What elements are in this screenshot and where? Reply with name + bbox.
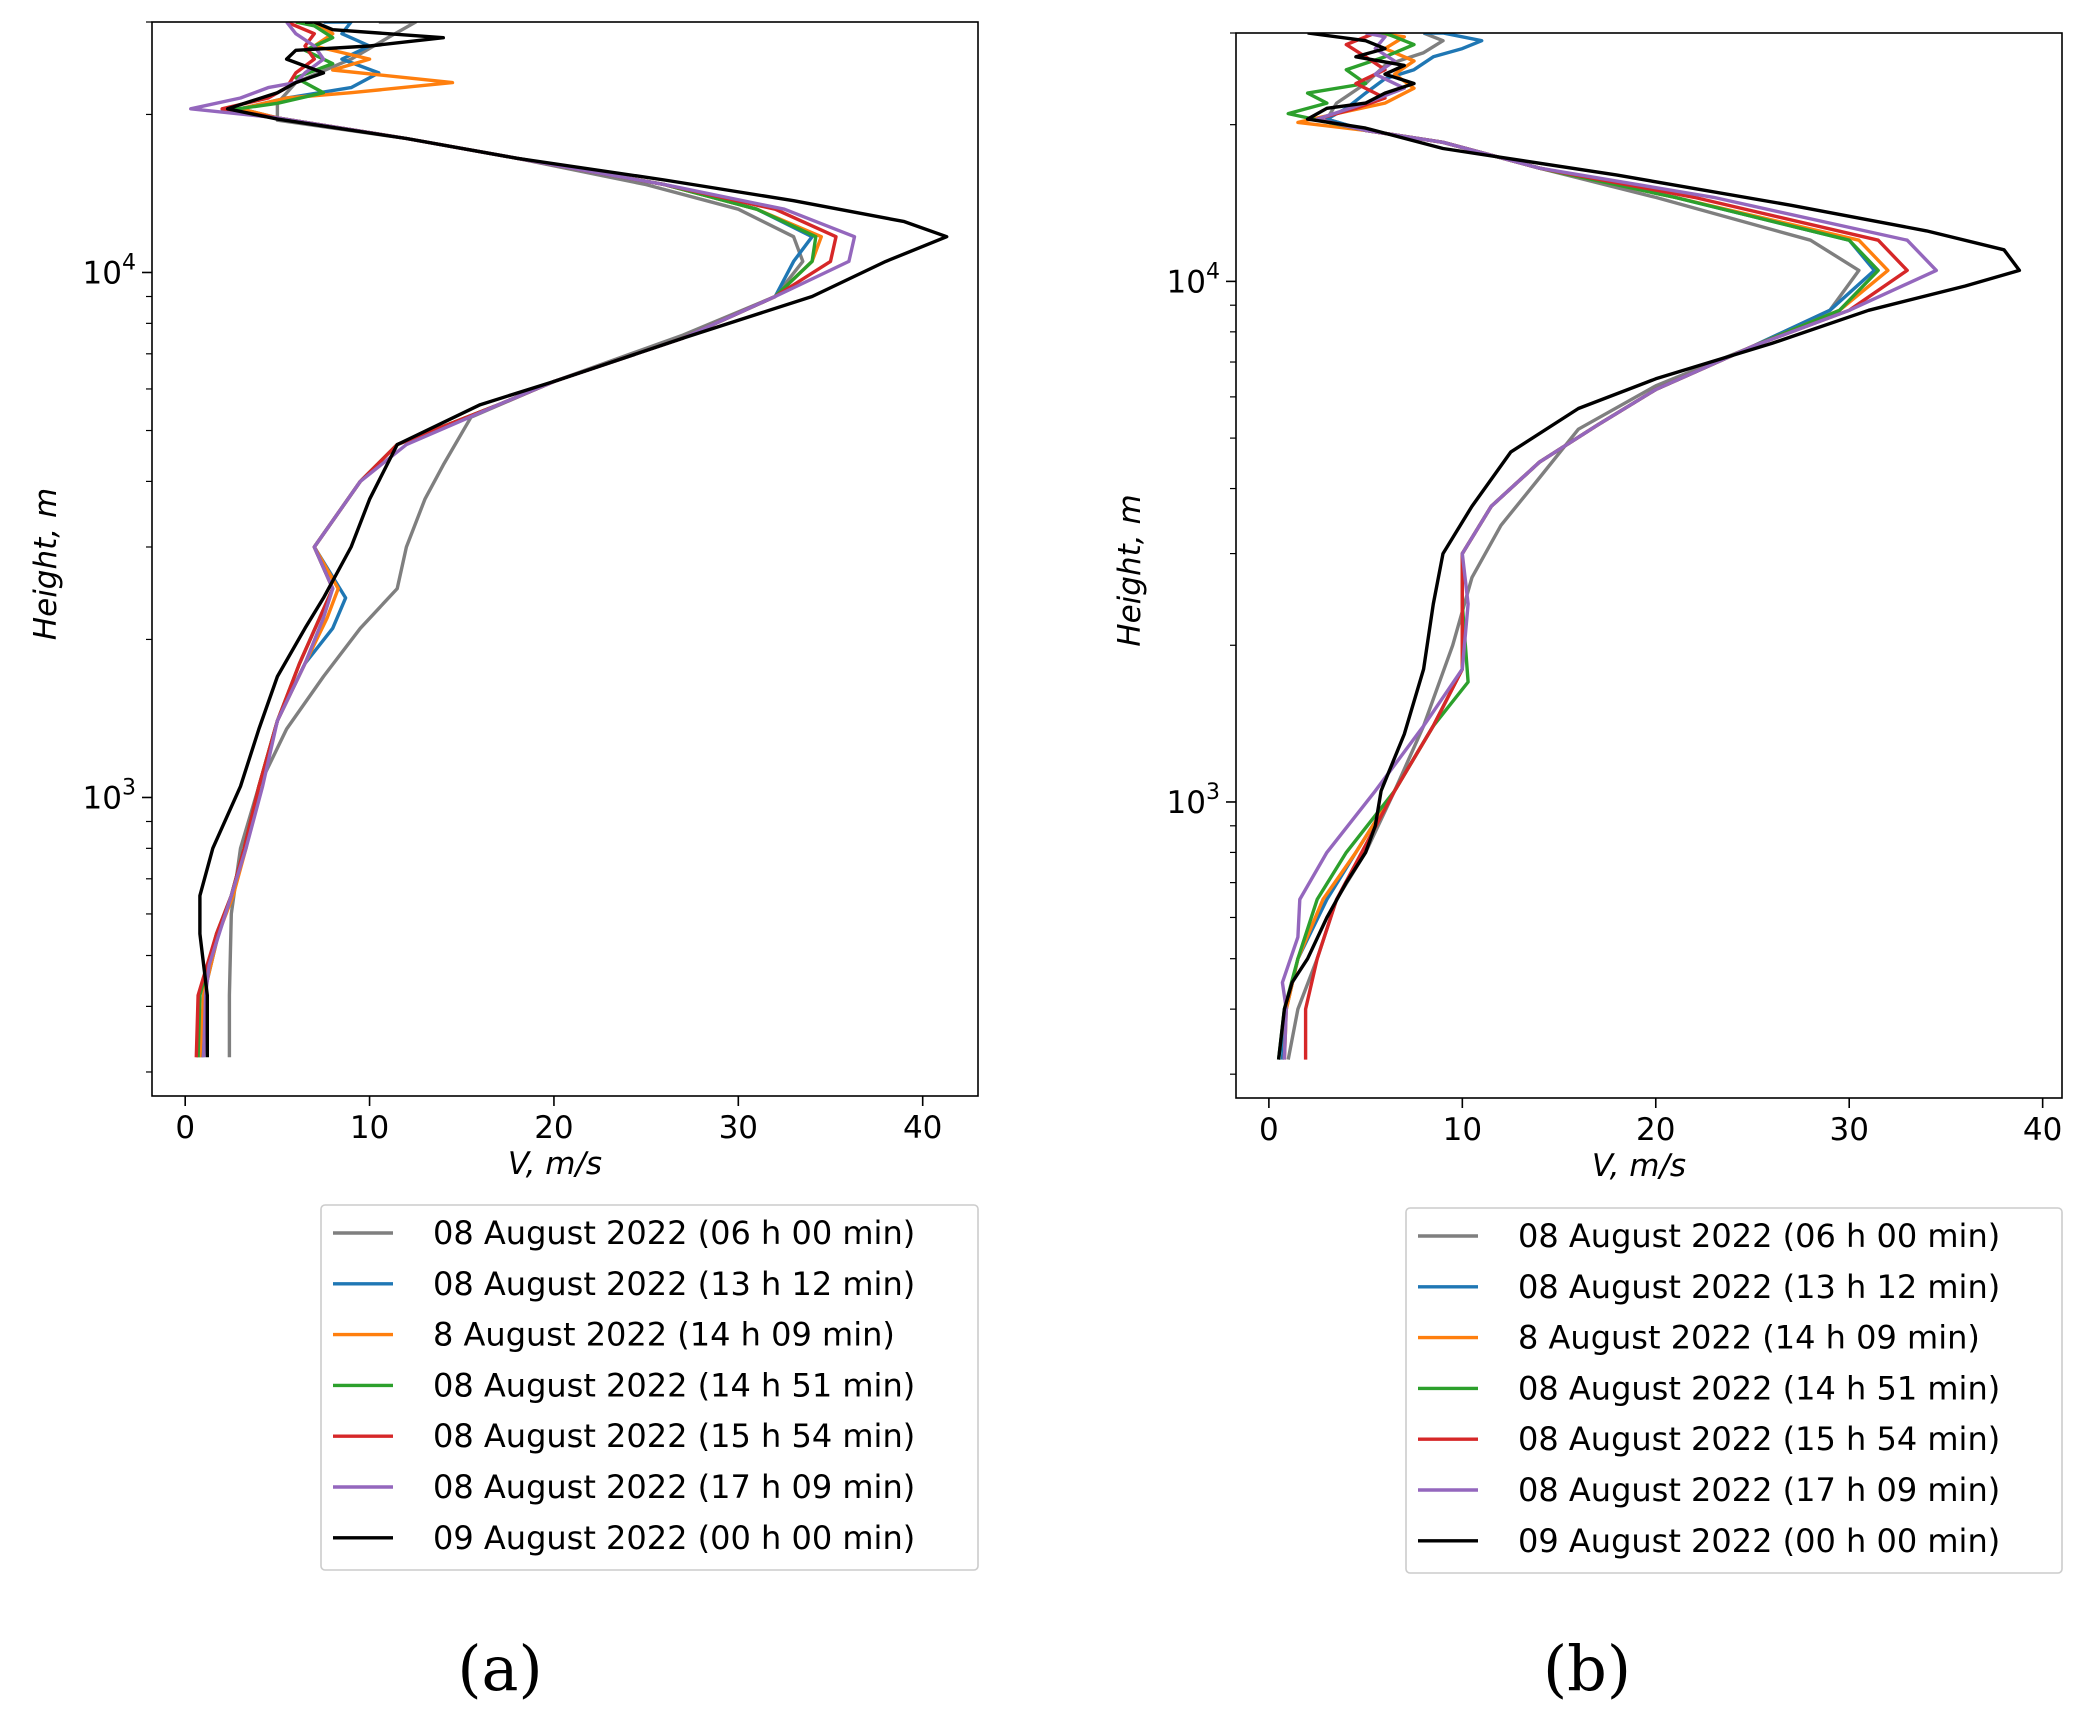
y-tick-label: 104 (1167, 259, 1220, 300)
axes-frame (1235, 32, 2063, 1099)
series-line (1280, 33, 1877, 1060)
panel-a: 0 10 20 30 40 103 104 V, m/s Height, m 08 Aug… (28, 21, 979, 1705)
x-tick-label: 0 (175, 1110, 195, 1146)
series-line (189, 22, 857, 1058)
legend-label: 08 August 2022 (14 h 51 min) (1518, 1369, 2000, 1407)
legend: 08 August 2022 (06 h 00 min) 08 August 20… (320, 1204, 979, 1571)
series-line (198, 22, 823, 1058)
plot-lines (189, 22, 949, 1058)
plot-lines (1276, 33, 2022, 1060)
x-tick-label: 20 (1636, 1112, 1675, 1148)
legend-box (320, 1204, 979, 1571)
legend-label: 08 August 2022 (13 h 12 min) (1518, 1268, 2000, 1306)
x-axis: 0 10 20 30 40 (1259, 1098, 2062, 1148)
x-tick-label: 0 (1259, 1112, 1279, 1148)
y-axis: 103 104 (1167, 32, 1236, 1075)
x-tick-label: 20 (534, 1110, 573, 1146)
series-line (198, 22, 949, 1058)
series-line (1282, 33, 1890, 1060)
series-line (1276, 33, 2022, 1060)
x-tick-label: 40 (903, 1110, 942, 1146)
y-tick-label: 103 (1167, 780, 1220, 821)
legend-label: 09 August 2022 (00 h 00 min) (433, 1519, 915, 1557)
x-tick-label: 30 (719, 1110, 758, 1146)
legend: 08 August 2022 (06 h 00 min) 08 August 20… (1405, 1207, 2063, 1574)
legend-label: 08 August 2022 (15 h 54 min) (1518, 1420, 2000, 1458)
series-line (196, 22, 818, 1058)
y-axis-label: Height, m (1112, 494, 1148, 646)
legend-label: 8 August 2022 (14 h 09 min) (1518, 1319, 1980, 1357)
x-tick-label: 30 (1829, 1112, 1868, 1148)
legend-label: 08 August 2022 (06 h 00 min) (1518, 1217, 2000, 1255)
legend-label: 08 August 2022 (13 h 12 min) (433, 1265, 915, 1303)
x-axis-label: V, m/s (1592, 1148, 1686, 1184)
legend-label: 08 August 2022 (14 h 51 min) (433, 1366, 915, 1404)
x-tick-label: 40 (2023, 1112, 2062, 1148)
y-axis-label: Height, m (28, 488, 64, 640)
x-tick-label: 10 (1443, 1112, 1482, 1148)
axes-frame (151, 21, 979, 1097)
x-tick-label: 10 (350, 1110, 389, 1146)
legend-label: 08 August 2022 (15 h 54 min) (433, 1417, 915, 1455)
y-tick-label: 104 (83, 250, 136, 291)
panel-b: 0 10 20 30 40 103 104 V, m/s Height, m 08 Aug… (1112, 32, 2063, 1705)
series-line (200, 22, 814, 1058)
legend-label: 08 August 2022 (17 h 09 min) (433, 1468, 915, 1506)
legend-label: 08 August 2022 (17 h 09 min) (1518, 1471, 2000, 1509)
panel-label: (b) (1543, 1632, 1631, 1705)
y-tick-label: 103 (83, 775, 136, 816)
legend-label: 09 August 2022 (00 h 00 min) (1518, 1522, 2000, 1560)
series-line (1276, 33, 1880, 1060)
legend-label: 08 August 2022 (06 h 00 min) (433, 1214, 915, 1252)
x-axis-label: V, m/s (508, 1146, 602, 1182)
series-line (1303, 33, 1909, 1060)
series-line (1286, 33, 1861, 1060)
series-line (227, 22, 805, 1058)
panel-label: (a) (457, 1632, 542, 1705)
y-axis: 103 104 (83, 21, 152, 1073)
x-axis: 0 10 20 30 40 (175, 1096, 942, 1146)
series-line (194, 22, 838, 1058)
legend-box (1405, 1207, 2063, 1574)
legend-label: 8 August 2022 (14 h 09 min) (433, 1316, 895, 1354)
